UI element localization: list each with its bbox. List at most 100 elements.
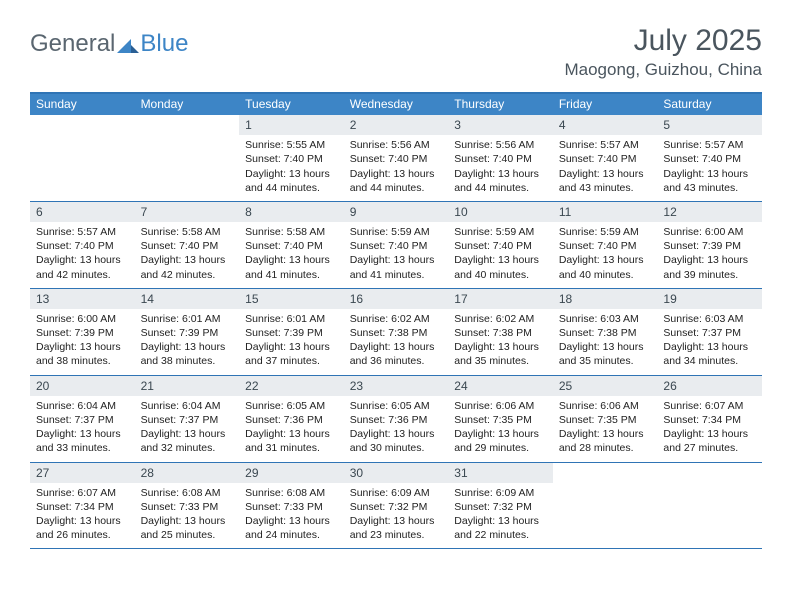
day-info: Sunrise: 6:01 AMSunset: 7:39 PMDaylight:… bbox=[239, 309, 344, 375]
sunset-line: Sunset: 7:35 PM bbox=[559, 413, 652, 427]
sunset-line: Sunset: 7:36 PM bbox=[245, 413, 338, 427]
daylight-line: Daylight: 13 hours and 28 minutes. bbox=[559, 427, 652, 455]
day-cell: 5Sunrise: 5:57 AMSunset: 7:40 PMDaylight… bbox=[657, 115, 762, 201]
sunrise-line: Sunrise: 5:58 AM bbox=[245, 225, 338, 239]
day-number: 21 bbox=[135, 376, 240, 396]
daylight-line: Daylight: 13 hours and 33 minutes. bbox=[36, 427, 129, 455]
daylight-line: Daylight: 13 hours and 40 minutes. bbox=[454, 253, 547, 281]
daylight-line: Daylight: 13 hours and 44 minutes. bbox=[350, 167, 443, 195]
day-number: 13 bbox=[30, 289, 135, 309]
daylight-line: Daylight: 13 hours and 36 minutes. bbox=[350, 340, 443, 368]
daylight-line: Daylight: 13 hours and 42 minutes. bbox=[141, 253, 234, 281]
day-number: 22 bbox=[239, 376, 344, 396]
weekday-header: Sunday bbox=[30, 94, 135, 115]
daylight-line: Daylight: 13 hours and 44 minutes. bbox=[454, 167, 547, 195]
day-number: 5 bbox=[657, 115, 762, 135]
day-number: 19 bbox=[657, 289, 762, 309]
week-row: 20Sunrise: 6:04 AMSunset: 7:37 PMDayligh… bbox=[30, 376, 762, 463]
day-cell: 26Sunrise: 6:07 AMSunset: 7:34 PMDayligh… bbox=[657, 376, 762, 462]
day-number: 7 bbox=[135, 202, 240, 222]
day-number: 30 bbox=[344, 463, 449, 483]
day-cell: 23Sunrise: 6:05 AMSunset: 7:36 PMDayligh… bbox=[344, 376, 449, 462]
day-cell: 8Sunrise: 5:58 AMSunset: 7:40 PMDaylight… bbox=[239, 202, 344, 288]
sunset-line: Sunset: 7:40 PM bbox=[36, 239, 129, 253]
weekday-header: Monday bbox=[135, 94, 240, 115]
sunrise-line: Sunrise: 6:04 AM bbox=[36, 399, 129, 413]
sunset-line: Sunset: 7:33 PM bbox=[245, 500, 338, 514]
sunset-line: Sunset: 7:32 PM bbox=[350, 500, 443, 514]
sunset-line: Sunset: 7:40 PM bbox=[559, 239, 652, 253]
weekday-header: Tuesday bbox=[239, 94, 344, 115]
sunrise-line: Sunrise: 5:55 AM bbox=[245, 138, 338, 152]
day-cell: 1Sunrise: 5:55 AMSunset: 7:40 PMDaylight… bbox=[239, 115, 344, 201]
sunset-line: Sunset: 7:40 PM bbox=[350, 152, 443, 166]
title-block: July 2025 Maogong, Guizhou, China bbox=[564, 24, 762, 80]
sunrise-line: Sunrise: 6:09 AM bbox=[454, 486, 547, 500]
sunrise-line: Sunrise: 5:56 AM bbox=[350, 138, 443, 152]
sunrise-line: Sunrise: 5:57 AM bbox=[559, 138, 652, 152]
sunset-line: Sunset: 7:37 PM bbox=[36, 413, 129, 427]
day-info: Sunrise: 5:58 AMSunset: 7:40 PMDaylight:… bbox=[135, 222, 240, 288]
day-number: 20 bbox=[30, 376, 135, 396]
sunrise-line: Sunrise: 6:07 AM bbox=[663, 399, 756, 413]
sunrise-line: Sunrise: 6:03 AM bbox=[663, 312, 756, 326]
day-info: Sunrise: 6:05 AMSunset: 7:36 PMDaylight:… bbox=[239, 396, 344, 462]
day-cell: 6Sunrise: 5:57 AMSunset: 7:40 PMDaylight… bbox=[30, 202, 135, 288]
day-number: 18 bbox=[553, 289, 658, 309]
day-cell: 19Sunrise: 6:03 AMSunset: 7:37 PMDayligh… bbox=[657, 289, 762, 375]
day-number: 9 bbox=[344, 202, 449, 222]
daylight-line: Daylight: 13 hours and 37 minutes. bbox=[245, 340, 338, 368]
sunset-line: Sunset: 7:38 PM bbox=[454, 326, 547, 340]
sunset-line: Sunset: 7:40 PM bbox=[350, 239, 443, 253]
daylight-line: Daylight: 13 hours and 30 minutes. bbox=[350, 427, 443, 455]
day-info: Sunrise: 5:56 AMSunset: 7:40 PMDaylight:… bbox=[344, 135, 449, 201]
day-cell: 22Sunrise: 6:05 AMSunset: 7:36 PMDayligh… bbox=[239, 376, 344, 462]
sunrise-line: Sunrise: 6:04 AM bbox=[141, 399, 234, 413]
day-info: Sunrise: 6:07 AMSunset: 7:34 PMDaylight:… bbox=[30, 483, 135, 549]
day-cell: 30Sunrise: 6:09 AMSunset: 7:32 PMDayligh… bbox=[344, 463, 449, 549]
day-number: 28 bbox=[135, 463, 240, 483]
sunrise-line: Sunrise: 6:02 AM bbox=[350, 312, 443, 326]
day-cell: 18Sunrise: 6:03 AMSunset: 7:38 PMDayligh… bbox=[553, 289, 658, 375]
empty-cell bbox=[135, 115, 240, 201]
day-info: Sunrise: 5:59 AMSunset: 7:40 PMDaylight:… bbox=[553, 222, 658, 288]
day-cell: 13Sunrise: 6:00 AMSunset: 7:39 PMDayligh… bbox=[30, 289, 135, 375]
weekday-header: Friday bbox=[553, 94, 658, 115]
day-cell: 20 Sunrise: 6:04 AMSunset: 7:37 PMDayligh… bbox=[30, 376, 135, 462]
day-number: 15 bbox=[239, 289, 344, 309]
day-info: Sunrise: 6:02 AMSunset: 7:38 PMDaylight:… bbox=[344, 309, 449, 375]
day-number: 3 bbox=[448, 115, 553, 135]
weekday-header: Thursday bbox=[448, 94, 553, 115]
logo: General Blue bbox=[30, 30, 188, 58]
sunset-line: Sunset: 7:34 PM bbox=[663, 413, 756, 427]
day-info: Sunrise: 6:00 AMSunset: 7:39 PMDaylight:… bbox=[30, 309, 135, 375]
day-info: Sunrise: 6:05 AMSunset: 7:36 PMDaylight:… bbox=[344, 396, 449, 462]
day-info: Sunrise: 5:58 AMSunset: 7:40 PMDaylight:… bbox=[239, 222, 344, 288]
sunrise-line: Sunrise: 6:06 AM bbox=[559, 399, 652, 413]
empty-cell bbox=[657, 463, 762, 549]
logo-text-1: General bbox=[30, 30, 115, 58]
daylight-line: Daylight: 13 hours and 41 minutes. bbox=[245, 253, 338, 281]
day-number: 24 bbox=[448, 376, 553, 396]
sunrise-line: Sunrise: 5:59 AM bbox=[559, 225, 652, 239]
daylight-line: Daylight: 13 hours and 32 minutes. bbox=[141, 427, 234, 455]
daylight-line: Daylight: 13 hours and 43 minutes. bbox=[559, 167, 652, 195]
day-number: 31 bbox=[448, 463, 553, 483]
day-number: 14 bbox=[135, 289, 240, 309]
day-cell: 2Sunrise: 5:56 AMSunset: 7:40 PMDaylight… bbox=[344, 115, 449, 201]
day-info: Sunrise: 6:01 AMSunset: 7:39 PMDaylight:… bbox=[135, 309, 240, 375]
day-info: Sunrise: 6:09 AMSunset: 7:32 PMDaylight:… bbox=[448, 483, 553, 549]
day-cell: 28Sunrise: 6:08 AMSunset: 7:33 PMDayligh… bbox=[135, 463, 240, 549]
sunrise-line: Sunrise: 6:09 AM bbox=[350, 486, 443, 500]
sunset-line: Sunset: 7:38 PM bbox=[350, 326, 443, 340]
sunset-line: Sunset: 7:40 PM bbox=[663, 152, 756, 166]
day-info: Sunrise: 6:04 AMSunset: 7:37 PMDaylight:… bbox=[135, 396, 240, 462]
sunrise-line: Sunrise: 5:56 AM bbox=[454, 138, 547, 152]
logo-triangle-icon bbox=[117, 32, 139, 60]
day-info: Sunrise: 6:08 AMSunset: 7:33 PMDaylight:… bbox=[135, 483, 240, 549]
day-info: Sunrise: 5:56 AMSunset: 7:40 PMDaylight:… bbox=[448, 135, 553, 201]
day-info: Sunrise: 6:06 AMSunset: 7:35 PMDaylight:… bbox=[448, 396, 553, 462]
sunset-line: Sunset: 7:40 PM bbox=[559, 152, 652, 166]
sunset-line: Sunset: 7:39 PM bbox=[36, 326, 129, 340]
day-number: 6 bbox=[30, 202, 135, 222]
